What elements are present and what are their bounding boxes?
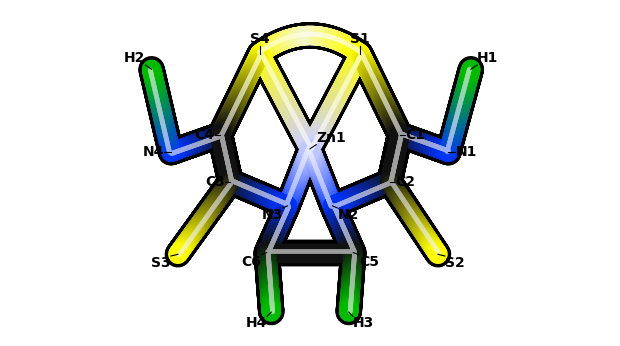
Text: H4: H4 (246, 316, 267, 330)
Text: N2: N2 (337, 208, 359, 222)
Text: C3: C3 (205, 175, 225, 189)
Text: H1: H1 (477, 51, 498, 65)
Text: C2: C2 (395, 175, 415, 189)
Text: S2: S2 (445, 256, 465, 270)
Text: S4: S4 (250, 32, 270, 46)
Text: S3: S3 (151, 256, 171, 270)
Text: N1: N1 (455, 145, 477, 159)
Text: C1: C1 (405, 128, 425, 142)
Text: C4: C4 (195, 128, 215, 142)
Text: C5: C5 (359, 255, 379, 268)
Text: C6: C6 (241, 255, 261, 268)
Text: N4: N4 (143, 145, 164, 159)
Text: H2: H2 (124, 51, 145, 65)
Text: S1: S1 (350, 32, 370, 46)
Text: N3: N3 (262, 208, 283, 222)
Text: H3: H3 (353, 316, 374, 330)
Text: Zn1: Zn1 (316, 131, 346, 145)
